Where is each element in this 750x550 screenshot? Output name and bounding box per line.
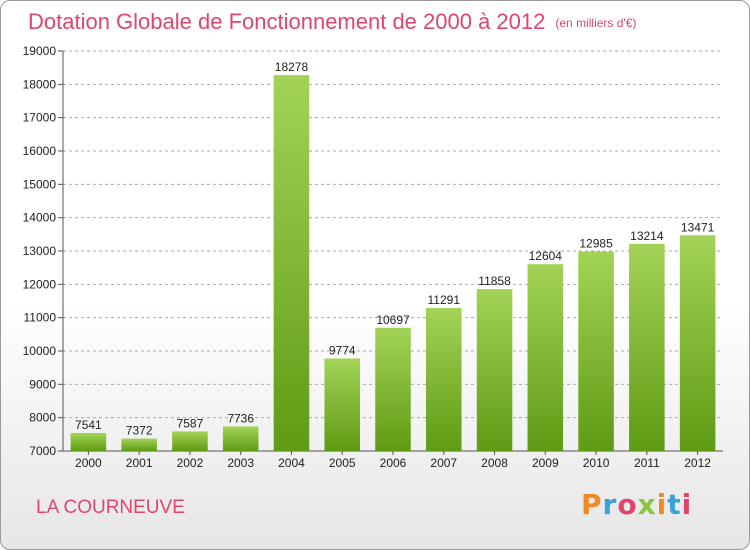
x-tick-label-2012: 2012 <box>684 456 711 470</box>
y-tick-label: 15000 <box>23 177 57 191</box>
bar-2011 <box>629 243 665 451</box>
data-label-2006: 10697 <box>376 313 410 327</box>
chart-title: Dotation Globale de Fonctionnement de 20… <box>28 9 636 35</box>
data-label-2008: 11858 <box>478 274 511 288</box>
y-tick-label: 18000 <box>23 77 57 91</box>
data-label-2011: 13214 <box>630 229 664 243</box>
x-tick-label-2003: 2003 <box>227 456 254 470</box>
y-tick-label: 17000 <box>23 111 57 125</box>
logo-letter: o <box>617 488 638 521</box>
proxiti-logo[interactable]: Proxiti <box>581 488 692 521</box>
y-tick-label: 12000 <box>23 277 57 291</box>
logo-letter: i <box>656 488 668 521</box>
x-tick-label-2007: 2007 <box>430 456 457 470</box>
x-tick-label-2008: 2008 <box>481 456 508 470</box>
x-axis-labels: 2000 2001 2002 2003 2004 2005 2006 2007 2008 2009… <box>75 451 711 470</box>
logo-letter: t <box>667 488 682 521</box>
y-tick-label: 16000 <box>23 144 57 158</box>
chart-title-text: Dotation Globale de Fonctionnement de 20… <box>28 9 546 34</box>
city-name: LA COURNEUVE <box>36 497 185 518</box>
x-tick-label-2005: 2005 <box>329 456 356 470</box>
bar-2005 <box>324 358 360 451</box>
data-label-2007: 11291 <box>428 293 461 307</box>
bar-2000 <box>70 432 107 451</box>
data-label-2005: 9774 <box>329 344 356 358</box>
x-tick-label-2010: 2010 <box>583 456 610 470</box>
logo-letter: r <box>602 488 618 521</box>
data-label-2000: 7541 <box>75 418 102 432</box>
bar-2012 <box>679 235 716 451</box>
bar-2010 <box>578 251 614 451</box>
x-tick-label-2006: 2006 <box>380 456 407 470</box>
data-label-2003: 7736 <box>227 411 254 425</box>
y-tick-label: 14000 <box>23 211 57 225</box>
bar-2004 <box>273 75 310 452</box>
y-tick-label: 8000 <box>29 411 56 425</box>
bar-2001 <box>121 438 157 451</box>
chart-subtitle: (en milliers d'€) <box>555 16 637 31</box>
y-tick-label: 9000 <box>29 377 56 391</box>
bar-2003 <box>222 426 259 451</box>
bar-2009 <box>527 264 564 451</box>
logo-letter: P <box>581 488 603 521</box>
logo-letter: x <box>637 488 657 521</box>
bar-2007 <box>426 307 462 451</box>
data-label-2001: 7372 <box>126 424 153 438</box>
data-label-2004: 18278 <box>275 60 309 74</box>
x-tick-label-2009: 2009 <box>532 456 559 470</box>
x-tick-label-2001: 2001 <box>126 456 153 470</box>
y-tick-label: 7000 <box>29 444 56 458</box>
logo-letter: i <box>681 488 693 521</box>
y-tick-label: 10000 <box>23 344 57 358</box>
bars: 7541 7372 7587 7736 18278 9774 10697 11291 11858… <box>70 60 716 452</box>
y-tick-label: 11000 <box>24 311 57 325</box>
data-label-2009: 12604 <box>529 249 563 263</box>
bar-2002 <box>172 431 208 451</box>
x-tick-label-2002: 2002 <box>177 456 204 470</box>
x-tick-label-2004: 2004 <box>278 456 305 470</box>
x-tick-label-2011: 2011 <box>634 456 660 470</box>
data-label-2002: 7587 <box>177 416 204 430</box>
y-tick-label: 13000 <box>23 244 57 258</box>
bar-2006 <box>375 327 411 451</box>
data-label-2012: 13471 <box>681 220 715 234</box>
x-tick-label-2000: 2000 <box>75 456 102 470</box>
data-label-2010: 12985 <box>579 237 613 251</box>
bar-2008 <box>476 289 513 451</box>
y-tick-label: 19000 <box>23 44 57 58</box>
